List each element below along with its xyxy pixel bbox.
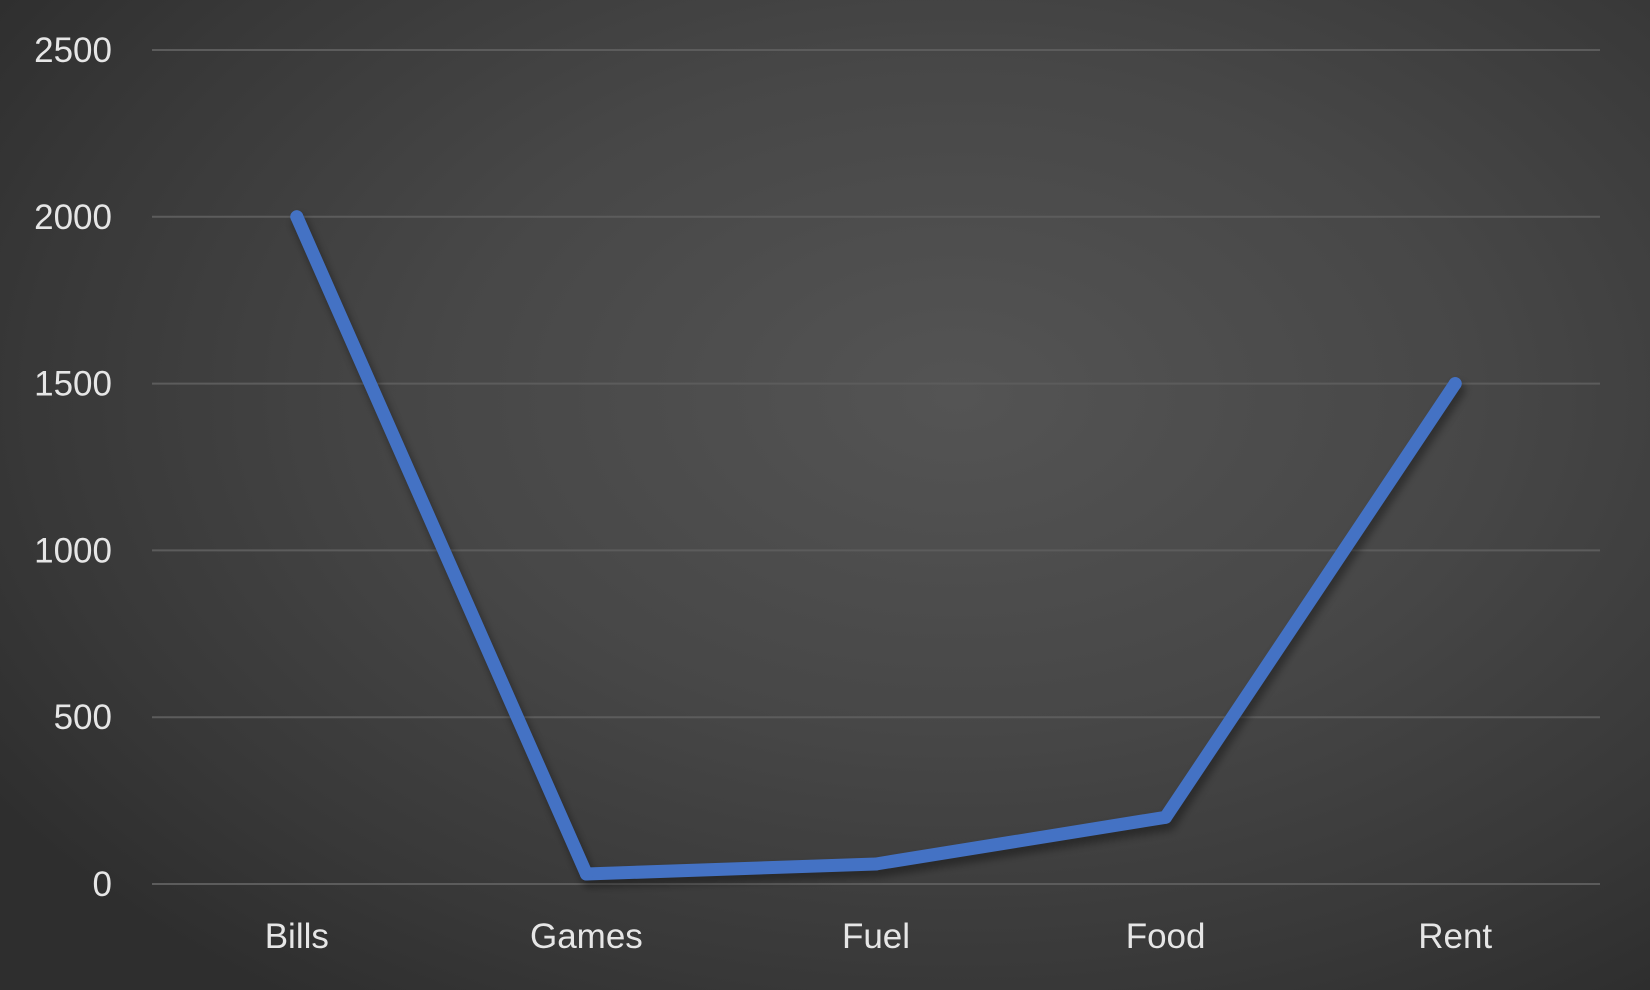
data-points xyxy=(290,210,1462,881)
y-tick-label: 0 xyxy=(93,865,112,904)
y-tick-label: 500 xyxy=(54,698,112,737)
gridlines xyxy=(152,49,1600,885)
y-tick-label: 1000 xyxy=(34,531,112,570)
x-tick-label: Games xyxy=(530,917,643,956)
series-line xyxy=(290,210,1462,881)
x-tick-label: Rent xyxy=(1418,917,1492,956)
series-lines xyxy=(290,210,1466,888)
data-point-food xyxy=(1159,810,1173,824)
data-point-rent xyxy=(1448,377,1462,391)
data-point-games xyxy=(579,867,593,881)
x-tick-label: Fuel xyxy=(842,917,910,956)
y-tick-label: 2000 xyxy=(34,198,112,237)
x-axis-tick-labels: Bills Games Fuel Food Rent xyxy=(265,917,1493,956)
x-tick-label: Bills xyxy=(265,917,329,956)
y-tick-label: 1500 xyxy=(34,365,112,404)
data-point-fuel xyxy=(869,857,883,871)
y-axis-tick-labels: 0 500 1000 1500 2000 2500 xyxy=(34,31,112,904)
y-tick-label: 2500 xyxy=(34,31,112,70)
x-tick-label: Food xyxy=(1126,917,1206,956)
data-point-bills xyxy=(290,210,304,224)
